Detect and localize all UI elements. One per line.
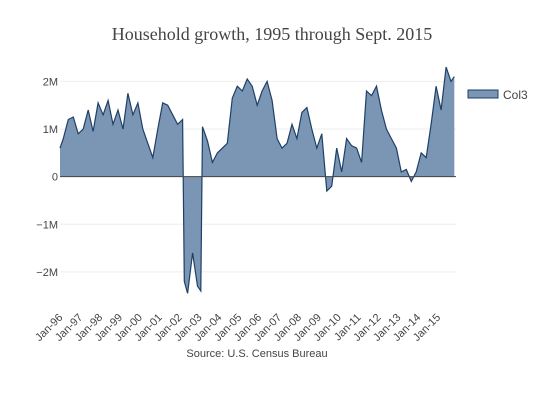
y-tick-label: 1M — [43, 124, 58, 136]
series-line-col3 — [59, 66, 455, 294]
legend-swatch — [467, 89, 499, 99]
y-axis-ticks: 2M 1M 0 −1M −2M — [36, 76, 58, 278]
y-tick-label: 0 — [52, 172, 58, 184]
chart-title: Household growth, 1995 through Sept. 201… — [112, 24, 432, 44]
legend[interactable]: Col3 — [467, 88, 528, 102]
y-tick-label: 2M — [43, 76, 58, 88]
y-tick-label: −1M — [36, 219, 58, 231]
plot-area — [59, 66, 456, 294]
legend-label: Col3 — [503, 88, 528, 102]
x-axis-label: Source: U.S. Census Bureau — [186, 348, 327, 360]
y-tick-label: −2M — [36, 267, 58, 279]
x-axis-ticks: Jan-96Jan-97Jan-98Jan-99Jan-00Jan-01Jan-… — [33, 312, 443, 344]
area-fill-col3 — [60, 67, 455, 294]
